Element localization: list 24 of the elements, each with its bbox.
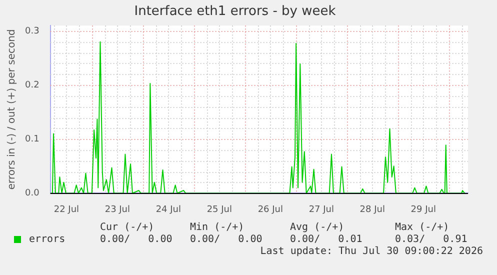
y-axis-title: errors in (-) / out (+) per second: [6, 29, 18, 190]
text: 0.03/ 0.91: [395, 234, 468, 246]
y-tick-label: 0.2: [24, 80, 40, 90]
x-tick-label: 22 Jul: [54, 204, 80, 215]
x-tick-label: 24 Jul: [156, 204, 181, 215]
text: Min (-/+): [190, 222, 244, 234]
x-tick-label: 26 Jul: [258, 204, 283, 215]
chart-title: Interface eth1 errors - by week: [134, 4, 336, 20]
x-tick-label: 29 Jul: [410, 204, 436, 215]
x-tick-label: 25 Jul: [206, 204, 232, 215]
y-tick-label: 0.1: [24, 134, 40, 144]
text: Last update: Thu Jul 30 09:00:22 2026: [260, 246, 483, 258]
text: Cur (-/+): [100, 222, 154, 234]
y-tick-label: 0.0: [24, 188, 40, 199]
legend-label: errors: [29, 234, 66, 245]
text: 0.00/ 0.00: [100, 234, 172, 246]
text: 0.00/ 0.00: [190, 234, 262, 246]
x-tick-label: 23 Jul: [104, 204, 130, 215]
text: Avg (-/+): [290, 222, 344, 234]
x-tick-label: 27 Jul: [308, 204, 334, 215]
x-tick-label: 28 Jul: [360, 204, 385, 215]
text: 0.00/ 0.01: [290, 234, 362, 246]
y-tick-label: 0.3: [24, 26, 40, 36]
text: Max (-/+): [395, 222, 450, 234]
